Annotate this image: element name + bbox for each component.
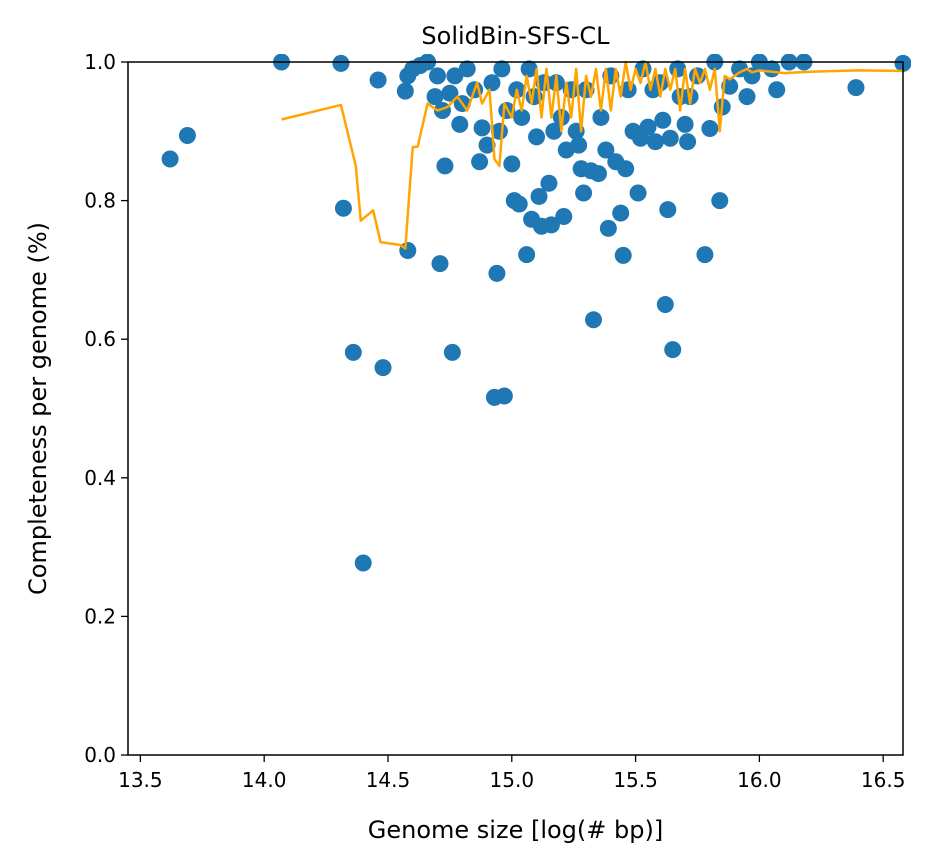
scatter-point	[768, 81, 786, 99]
scatter-point	[545, 122, 563, 140]
scatter-point	[478, 136, 496, 154]
x-axis-ticks: 13.5 14.0 14.5 15.0 15.5 16.0 16.5	[118, 755, 905, 792]
x-tick-label: 16.0	[737, 768, 782, 792]
y-tick-label: 1.0	[84, 50, 116, 74]
scatter-point	[629, 184, 647, 202]
scatter-point	[731, 60, 749, 78]
scatter-point	[441, 84, 459, 102]
x-tick-label: 14.0	[242, 768, 287, 792]
scatter-point	[334, 199, 352, 217]
scatter-point	[473, 119, 491, 137]
scatter-point	[528, 128, 546, 146]
scatter-point	[679, 133, 697, 151]
scatter-point	[738, 88, 756, 106]
y-tick-label: 0.6	[84, 327, 116, 351]
scatter-point	[488, 264, 506, 282]
y-axis-ticks: 0.0 0.2 0.4 0.6 0.8 1.0	[84, 50, 128, 767]
scatter-point	[426, 88, 444, 106]
scatter-point	[520, 60, 538, 78]
scatter-point	[443, 343, 461, 361]
scatter-point	[495, 387, 513, 405]
scatter-point	[503, 155, 521, 173]
scatter-point	[589, 165, 607, 183]
scatter-point	[369, 71, 387, 89]
scatter-point	[570, 136, 588, 154]
scatter-point	[701, 120, 719, 138]
scatter-point	[429, 67, 446, 85]
scatter-point	[597, 141, 615, 159]
scatter-point	[592, 108, 610, 126]
scatter-point	[436, 157, 454, 175]
scatter-point	[585, 311, 602, 329]
scatter-point	[510, 195, 528, 213]
scatter-point	[711, 192, 729, 210]
scatter-point	[471, 153, 489, 171]
y-tick-label: 0.0	[84, 743, 116, 767]
scatter-point	[763, 60, 781, 78]
scatter-point	[161, 150, 179, 168]
plot-area	[161, 54, 911, 572]
scatter-point	[575, 184, 593, 202]
scatter-point	[614, 246, 632, 264]
scatter-point	[659, 201, 677, 219]
scatter-point	[431, 255, 449, 273]
y-tick-label: 0.4	[84, 466, 116, 490]
x-tick-label: 16.5	[861, 768, 906, 792]
scatter-point	[332, 54, 350, 72]
scatter-point	[646, 133, 664, 151]
x-tick-label: 13.5	[118, 768, 163, 792]
scatter-point	[664, 341, 682, 359]
scatter-point	[661, 129, 679, 147]
scatter-point	[540, 174, 558, 192]
x-tick-label: 14.5	[366, 768, 411, 792]
x-tick-label: 15.5	[613, 768, 658, 792]
scatter-point	[639, 118, 657, 136]
scatter-point	[458, 60, 476, 78]
scatter-point	[847, 79, 865, 97]
scatter-point	[513, 108, 531, 126]
scatter-point	[483, 74, 501, 92]
scatter-point	[676, 115, 694, 133]
x-axis-label: Genome size [log(# bp)]	[368, 816, 663, 844]
scatter-point	[656, 296, 674, 314]
scatter-point	[518, 246, 536, 264]
scatter-point	[354, 554, 372, 572]
scatter-point	[344, 343, 362, 361]
scatter-point	[542, 216, 560, 234]
scatter-point	[654, 111, 672, 129]
scatter-point	[617, 160, 635, 178]
y-tick-label: 0.8	[84, 189, 116, 213]
scatter-point	[446, 67, 464, 85]
scatter-point	[555, 208, 573, 226]
y-tick-label: 0.2	[84, 604, 116, 628]
scatter-point	[696, 246, 714, 264]
scatter-point	[178, 126, 196, 144]
scatter-point	[530, 187, 548, 205]
scatter-point	[451, 115, 469, 133]
scatter-point	[374, 359, 392, 377]
x-tick-label: 15.0	[490, 768, 535, 792]
scatter-point	[612, 204, 630, 222]
chart-title: SolidBin-SFS-CL	[421, 22, 610, 50]
scatter-point	[396, 82, 414, 100]
y-axis-label: Completeness per genome (%)	[24, 222, 52, 595]
plot-frame	[127, 61, 904, 756]
scatter-point	[599, 219, 617, 237]
scatter-point	[493, 60, 511, 78]
trend-line	[281, 60, 904, 250]
line-series	[281, 60, 904, 250]
